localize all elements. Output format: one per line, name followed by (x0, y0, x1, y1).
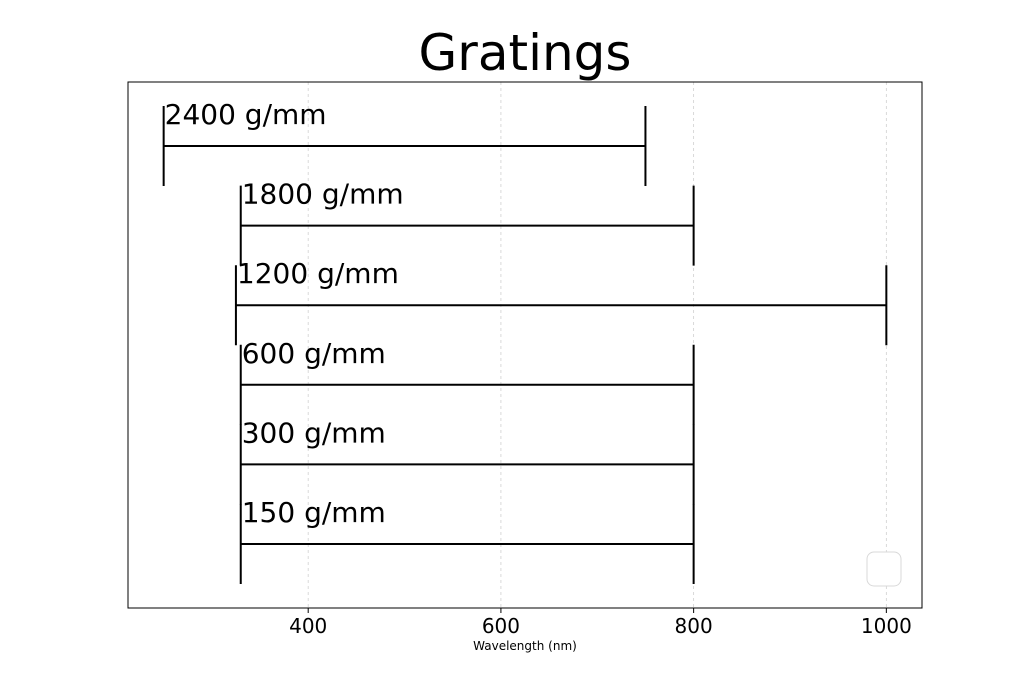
grating-range-2: 1200 g/mm (234, 257, 888, 346)
grating-range-5: 150 g/mm (239, 496, 695, 584)
x-tick-label-600: 600 (482, 614, 520, 638)
grating-range-3: 600 g/mm (239, 337, 695, 425)
range-label: 600 g/mm (242, 337, 386, 370)
x-tick-label-800: 800 (675, 614, 713, 638)
grating-range-1: 1800 g/mm (239, 178, 695, 266)
x-tick-label-1000: 1000 (861, 614, 912, 638)
grating-ranges: 2400 g/mm 1800 g/mm 1200 g/mm 600 g/mm 300 g… (162, 98, 888, 584)
range-label: 300 g/mm (242, 416, 386, 449)
x-axis-ticks: 400 600 800 1000 (289, 608, 912, 638)
x-tick-label-400: 400 (289, 614, 327, 638)
range-label: 2400 g/mm (165, 98, 327, 131)
range-label: 1800 g/mm (242, 178, 404, 211)
grid-lines (307, 82, 887, 608)
x-axis-label: Wavelength (nm) (473, 639, 577, 653)
range-label: 1200 g/mm (237, 257, 399, 290)
grating-range-0: 2400 g/mm (162, 98, 647, 186)
range-label: 150 g/mm (242, 496, 386, 529)
grating-range-4: 300 g/mm (239, 416, 695, 505)
plot-area-frame (127, 81, 923, 609)
chart-title: Gratings (419, 24, 632, 82)
legend-box (866, 551, 902, 587)
